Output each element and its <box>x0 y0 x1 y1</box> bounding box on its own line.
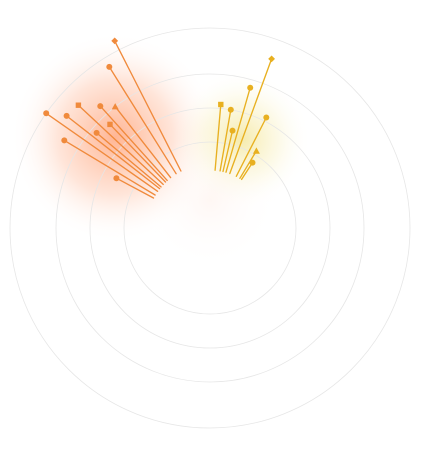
series-1-point-9 <box>93 129 100 136</box>
grid-ring-4 <box>9 27 411 429</box>
series-1-stem-3 <box>77 104 164 186</box>
series-1 <box>43 37 182 199</box>
series-1-stem-2 <box>65 115 161 190</box>
series-2-stem-1 <box>229 58 273 175</box>
series-2-stem-2 <box>225 87 251 173</box>
series-1-point-11 <box>113 175 120 182</box>
series-1-point-1 <box>43 110 50 117</box>
series-2-point-1 <box>268 55 275 63</box>
series-1-stem-11 <box>115 177 155 199</box>
grid-ring-1 <box>123 141 297 315</box>
series-1-point-8 <box>61 137 68 144</box>
series-1-stem-4 <box>99 105 168 182</box>
series-2-point-8 <box>249 159 256 166</box>
series-2-stem-6 <box>222 129 234 173</box>
series-2-stem-4 <box>219 109 232 172</box>
series-2-stem-8 <box>240 161 254 181</box>
grid-ring-2 <box>89 107 331 349</box>
glow-layer <box>10 32 312 270</box>
series-2-stem-7 <box>239 150 258 179</box>
series-1-point-5 <box>111 103 119 110</box>
series-1-stem-7 <box>114 40 182 172</box>
series-1-stem-10 <box>109 123 167 183</box>
series-layer <box>43 37 275 199</box>
series-1-stem-6 <box>108 66 177 175</box>
series-1-point-2 <box>63 112 70 119</box>
series-2-stem-5 <box>214 103 222 171</box>
series-2-point-6 <box>229 127 236 134</box>
series-1-stem-9 <box>95 132 162 188</box>
series-1-point-6 <box>106 63 113 70</box>
series-2 <box>214 55 275 181</box>
series-1-stem-5 <box>114 105 172 179</box>
series-2-point-7 <box>252 147 260 154</box>
series-1-point-4 <box>97 103 104 110</box>
series-2-point-4 <box>227 106 234 113</box>
series-1-stem-8 <box>63 139 156 196</box>
series-2-stem-3 <box>235 116 267 177</box>
grid-ring-3 <box>55 73 365 383</box>
series-2-point-3 <box>263 114 270 121</box>
polar-grid <box>9 27 411 429</box>
series-2-point-2 <box>247 84 254 91</box>
center-glow <box>140 130 280 270</box>
series-1-point-10 <box>107 121 113 128</box>
series-1-point-3 <box>75 102 82 108</box>
series-1-stem-1 <box>45 112 159 192</box>
series-2-point-5 <box>218 101 224 108</box>
series-1-point-7 <box>111 37 119 45</box>
